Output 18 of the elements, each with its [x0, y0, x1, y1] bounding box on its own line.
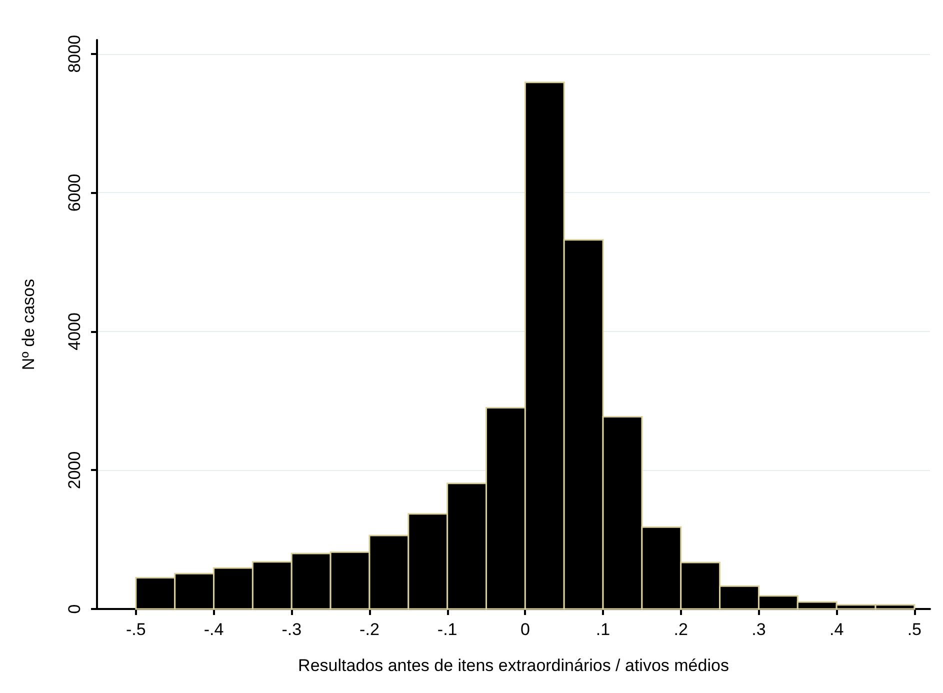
x-tick-label: -.2: [360, 620, 380, 639]
y-axis-title: Nº de casos: [19, 278, 38, 370]
y-tick-label: 4000: [65, 312, 84, 350]
x-tick-label: -.1: [437, 620, 458, 639]
x-tick-label: .4: [829, 620, 844, 639]
x-tick-label: .3: [752, 620, 766, 639]
x-tick-label: .5: [907, 620, 922, 639]
x-tick-label: .2: [674, 620, 688, 639]
y-tick-label: 0: [65, 604, 84, 614]
x-tick-label: .1: [596, 620, 610, 639]
x-tick-label: -.4: [204, 620, 224, 639]
x-axis-title: Resultados antes de itens extraordinários / ativos médios: [298, 656, 729, 675]
y-tick-label: 8000: [65, 34, 84, 73]
y-tick-label: 2000: [65, 451, 84, 490]
x-tick-label: -.5: [126, 620, 146, 639]
x-tick-label: -.3: [282, 620, 302, 639]
x-tick-label: 0: [520, 620, 530, 639]
y-tick-label: 6000: [65, 174, 84, 212]
